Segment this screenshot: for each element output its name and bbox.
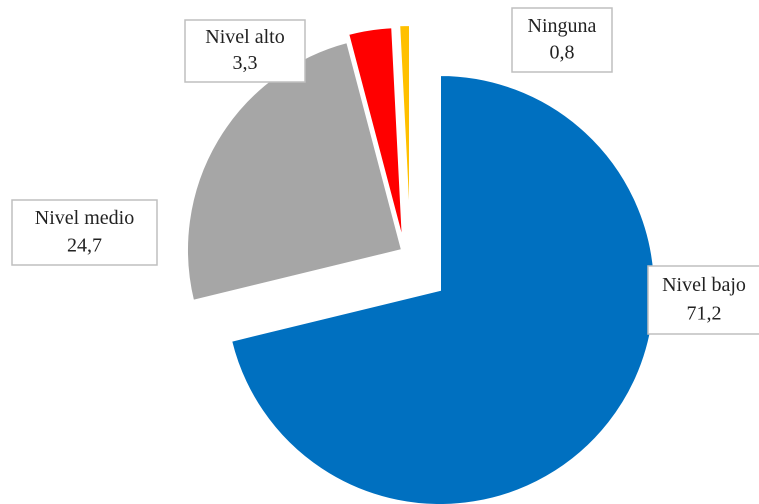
data-label: Nivel medio 24,7: [11, 199, 158, 266]
pie-slice: [398, 23, 411, 241]
pie-slice: [229, 73, 656, 504]
label-name: Nivel bajo: [662, 274, 746, 296]
label-name: Nivel alto: [205, 26, 284, 48]
label-box: [511, 7, 613, 73]
data-label: Nivel bajo 71,2: [647, 265, 759, 335]
label-value: 0,8: [550, 42, 575, 64]
label-name: Ninguna: [528, 15, 597, 37]
data-label: Ninguna 0,8: [511, 7, 613, 73]
label-value: 24,7: [67, 234, 102, 256]
label-name: Nivel medio: [35, 207, 134, 229]
label-box: [11, 199, 158, 266]
pie-slice: [186, 40, 404, 303]
data-label: Nivel alto 3,3: [184, 19, 306, 83]
label-box: [184, 19, 306, 83]
label-value: 71,2: [687, 303, 722, 325]
label-box: [647, 265, 759, 335]
pie-slice: [347, 26, 404, 243]
label-value: 3,3: [233, 52, 258, 74]
